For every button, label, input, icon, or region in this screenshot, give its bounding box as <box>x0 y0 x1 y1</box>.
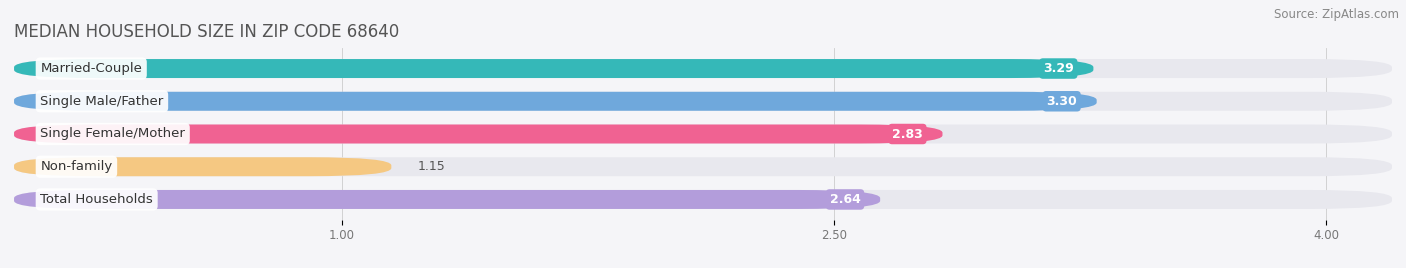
Text: Single Female/Mother: Single Female/Mother <box>41 128 186 140</box>
FancyBboxPatch shape <box>14 125 1392 143</box>
Text: MEDIAN HOUSEHOLD SIZE IN ZIP CODE 68640: MEDIAN HOUSEHOLD SIZE IN ZIP CODE 68640 <box>14 23 399 41</box>
Text: Total Households: Total Households <box>41 193 153 206</box>
FancyBboxPatch shape <box>14 190 880 209</box>
Text: Married-Couple: Married-Couple <box>41 62 142 75</box>
Text: Source: ZipAtlas.com: Source: ZipAtlas.com <box>1274 8 1399 21</box>
FancyBboxPatch shape <box>14 92 1392 111</box>
FancyBboxPatch shape <box>14 92 1097 111</box>
FancyBboxPatch shape <box>14 190 1392 209</box>
FancyBboxPatch shape <box>14 157 1392 176</box>
FancyBboxPatch shape <box>14 125 942 143</box>
FancyBboxPatch shape <box>14 59 1392 78</box>
Text: 2.64: 2.64 <box>830 193 860 206</box>
Text: 3.29: 3.29 <box>1043 62 1074 75</box>
Text: Non-family: Non-family <box>41 160 112 173</box>
Text: 1.15: 1.15 <box>418 160 446 173</box>
FancyBboxPatch shape <box>14 157 391 176</box>
Text: Single Male/Father: Single Male/Father <box>41 95 163 108</box>
FancyBboxPatch shape <box>14 59 1094 78</box>
Text: 3.30: 3.30 <box>1046 95 1077 108</box>
Text: 2.83: 2.83 <box>891 128 922 140</box>
